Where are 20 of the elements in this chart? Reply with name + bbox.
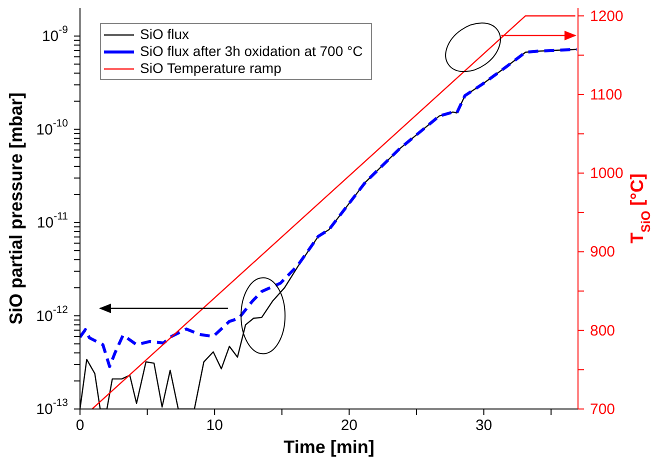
x-tick-label: 10 — [206, 416, 223, 434]
y-tick-label: 10$^{-12}$ — [36, 304, 68, 324]
y-tick-label: 10$^{-11}$ — [36, 210, 68, 232]
y2-tick-label: 1200 — [590, 7, 624, 24]
y2-tick-label: 1100 — [590, 86, 622, 103]
x-tick-label: 20 — [340, 416, 358, 434]
x-tick-label: 30 — [475, 416, 492, 434]
y-tick-label: 10$^{-13}$ — [36, 397, 68, 418]
y2-tick-label: 800 — [590, 322, 616, 339]
y-tick-label: 10$^{-9}$ — [42, 24, 68, 45]
legend-label: SiO flux — [140, 26, 190, 43]
y2-tick-label: 1000 — [590, 164, 624, 182]
x-tick-label: 0 — [76, 416, 84, 434]
x-axis-title: Time [min] — [284, 437, 374, 457]
y2-tick-label: 900 — [590, 243, 616, 260]
y2-tick-label: 700 — [590, 400, 616, 418]
legend-label: SiO Temperature ramp — [140, 60, 282, 77]
y-tick-label: 10$^{-10}$ — [36, 117, 68, 138]
y-axis-title: SiO partial pressure [mbar] — [6, 92, 26, 325]
legend-label: SiO flux after 3h oxidation at 700 °C — [140, 43, 363, 60]
